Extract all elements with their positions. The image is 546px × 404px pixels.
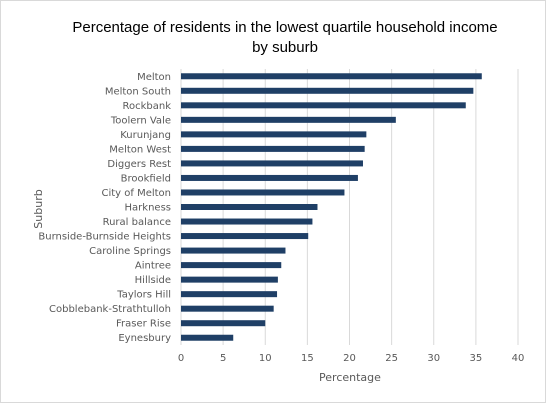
category-label: Eynesbury [118, 333, 171, 344]
y-axis-label: Suburb [32, 189, 45, 228]
category-label: Burnside-Burnside Heights [38, 232, 171, 243]
category-label: Rural balance [103, 217, 171, 228]
category-label: Diggers Rest [107, 159, 171, 170]
x-tick-label: 20 [343, 353, 356, 364]
bar-brookfield [181, 174, 358, 181]
bar-cobblebank-strathtulloh [181, 305, 274, 312]
category-label: Melton West [109, 144, 171, 155]
bar-aintree [181, 262, 282, 269]
bar-rockbank [181, 102, 466, 109]
category-label: Kurunjang [120, 130, 171, 141]
bars [181, 73, 482, 341]
bar-diggers-rest [181, 160, 363, 167]
category-label: Hillside [135, 275, 171, 286]
category-label: Fraser Rise [116, 319, 171, 330]
chart-title-line-1: Percentage of residents in the lowest qu… [72, 19, 497, 36]
x-tick-label: 10 [259, 353, 272, 364]
category-label: Taylors Hill [116, 290, 171, 301]
x-tick-labels: 0 5 10 15 20 25 30 35 40 [178, 353, 525, 364]
bar-harkness [181, 204, 318, 210]
category-label: Caroline Springs [89, 246, 171, 257]
bar-kurunjang [181, 131, 367, 138]
bar-toolern-vale [181, 116, 396, 123]
x-axis-label: Percentage [319, 371, 381, 384]
category-labels: Melton Melton South Rockbank Toolern Vale Ku… [38, 72, 171, 344]
category-label: Aintree [135, 261, 171, 272]
x-tick-label: 40 [512, 353, 525, 364]
category-label: Cobblebank-Strathtulloh [49, 304, 171, 315]
bar-burnside-burnside-heights [181, 233, 309, 240]
category-label: Harkness [125, 203, 171, 214]
x-tick-label: 0 [178, 353, 184, 364]
x-tick-label: 35 [470, 353, 483, 364]
bar-eynesbury [181, 334, 234, 341]
bar-melton-west [181, 145, 365, 152]
bar-caroline-springs [181, 247, 286, 254]
category-label: Rockbank [122, 101, 171, 112]
category-label: Brookfield [121, 173, 171, 184]
category-label: Melton [137, 72, 171, 83]
bar-city-of-melton [181, 189, 345, 196]
bar-rural-balance [181, 218, 313, 225]
bar-melton-south [181, 87, 474, 94]
bar-melton [181, 73, 482, 80]
bar-hillside [181, 276, 278, 283]
category-label: Melton South [105, 86, 171, 97]
bar-fraser-rise [181, 320, 266, 327]
category-label: City of Melton [101, 188, 171, 199]
category-label: Toolern Vale [110, 115, 171, 126]
x-tick-label: 25 [385, 353, 398, 364]
x-tick-label: 5 [220, 353, 226, 364]
gridlines [180, 69, 519, 345]
bar-taylors-hill [181, 291, 278, 298]
chart-title-line-2: by suburb [252, 39, 318, 56]
x-tick-label: 15 [301, 353, 314, 364]
x-tick-label: 30 [427, 353, 440, 364]
